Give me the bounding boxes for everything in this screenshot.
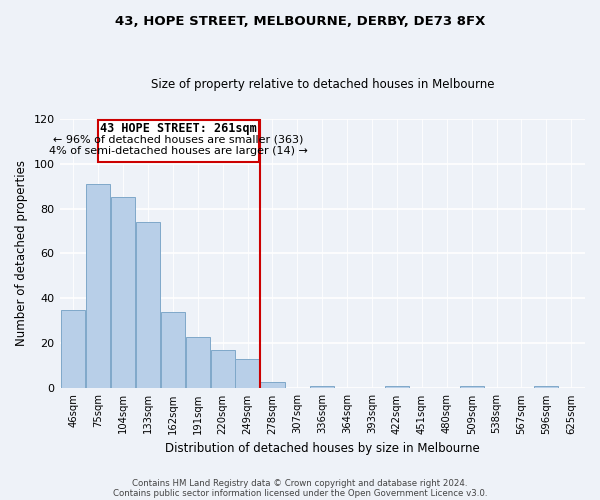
- Bar: [535, 386, 559, 388]
- Bar: [61, 310, 85, 388]
- Bar: [185, 336, 210, 388]
- X-axis label: Distribution of detached houses by size in Melbourne: Distribution of detached houses by size …: [165, 442, 479, 455]
- Text: Contains public sector information licensed under the Open Government Licence v3: Contains public sector information licen…: [113, 488, 487, 498]
- Bar: [136, 222, 160, 388]
- Bar: [111, 198, 135, 388]
- Title: Size of property relative to detached houses in Melbourne: Size of property relative to detached ho…: [151, 78, 494, 91]
- Bar: [310, 386, 334, 388]
- Bar: [260, 382, 284, 388]
- Bar: [211, 350, 235, 389]
- Bar: [385, 386, 409, 388]
- Bar: [161, 312, 185, 388]
- Bar: [86, 184, 110, 388]
- Text: 4% of semi-detached houses are larger (14) →: 4% of semi-detached houses are larger (1…: [49, 146, 308, 156]
- Text: Contains HM Land Registry data © Crown copyright and database right 2024.: Contains HM Land Registry data © Crown c…: [132, 478, 468, 488]
- Text: 43, HOPE STREET, MELBOURNE, DERBY, DE73 8FX: 43, HOPE STREET, MELBOURNE, DERBY, DE73 …: [115, 15, 485, 28]
- Bar: [235, 359, 260, 388]
- Text: ← 96% of detached houses are smaller (363): ← 96% of detached houses are smaller (36…: [53, 135, 304, 145]
- Text: 43 HOPE STREET: 261sqm: 43 HOPE STREET: 261sqm: [100, 122, 257, 135]
- Y-axis label: Number of detached properties: Number of detached properties: [15, 160, 28, 346]
- FancyBboxPatch shape: [98, 120, 259, 162]
- Bar: [460, 386, 484, 388]
